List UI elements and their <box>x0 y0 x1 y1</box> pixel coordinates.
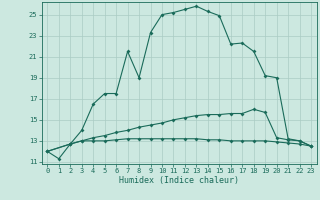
X-axis label: Humidex (Indice chaleur): Humidex (Indice chaleur) <box>119 176 239 185</box>
